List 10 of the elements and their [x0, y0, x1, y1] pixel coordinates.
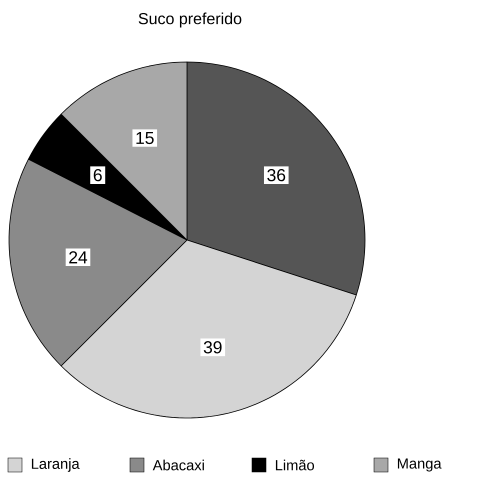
data-label: 39 — [204, 341, 222, 354]
legend-label: Limão — [276, 460, 314, 470]
data-label: 6 — [94, 169, 102, 182]
data-label: 15 — [136, 132, 154, 144]
data-label: 36 — [267, 169, 286, 182]
legend-label: Manga — [398, 458, 442, 472]
legend-label: Abacaxi — [152, 460, 204, 470]
chart-title: Suco preferido — [138, 12, 242, 28]
legend-label: Laranja — [32, 458, 80, 472]
data-label: 24 — [69, 251, 88, 264]
